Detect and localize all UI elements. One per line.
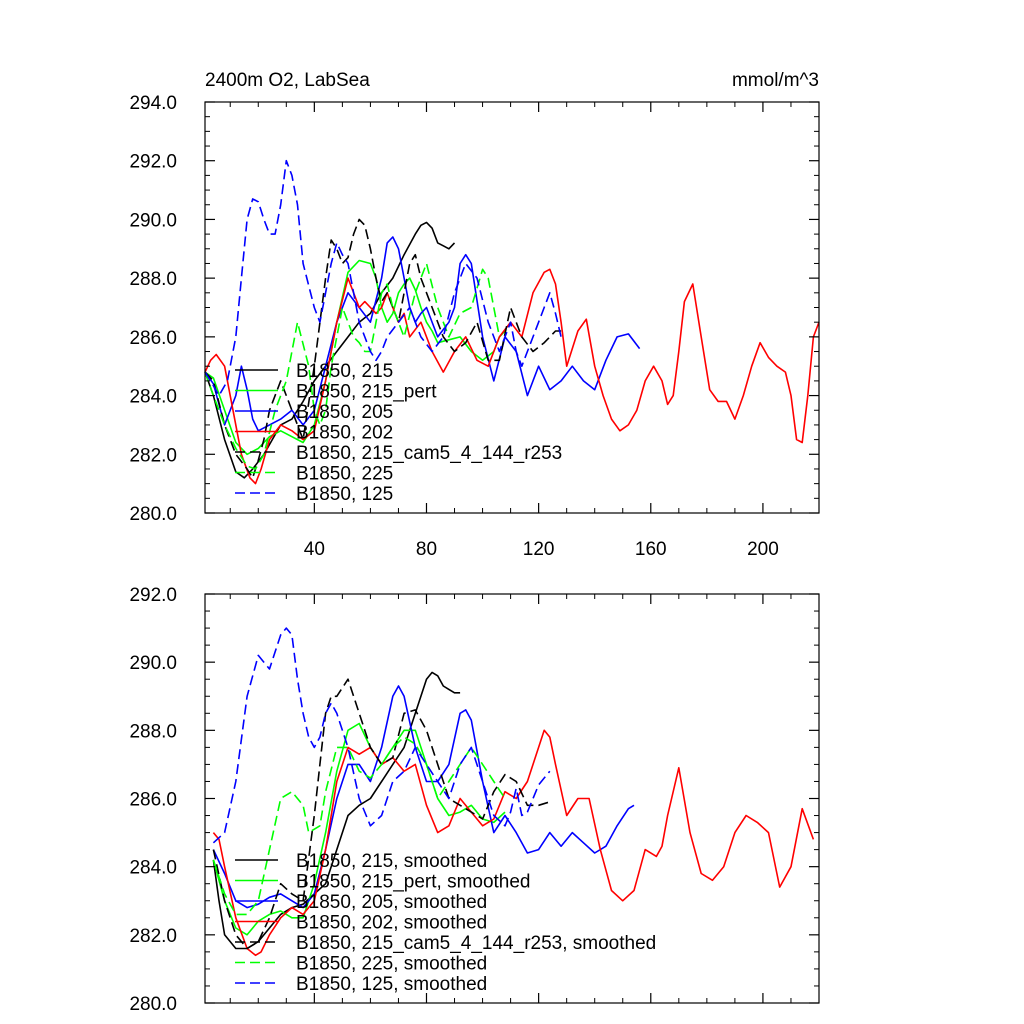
legend-label: B1850, 225 [296, 464, 393, 485]
legend-label: B1850, 205 [296, 402, 393, 423]
legend-label: B1850, 202 [296, 423, 393, 444]
x-tick-label: 80 [416, 539, 437, 560]
series-line-1-2 [212, 685, 635, 909]
y-tick-label: 288.0 [129, 269, 177, 290]
legend-label: B1850, 225, smoothed [296, 954, 487, 975]
y-tick-label: 290.0 [129, 653, 177, 674]
legend-label: B1850, 215_pert [296, 382, 437, 403]
y-tick-label: 292.0 [129, 152, 177, 173]
y-tick-label: 286.0 [129, 328, 177, 349]
figure-units: mmol/m^3 [732, 70, 819, 91]
y-tick-label: 280.0 [129, 504, 177, 525]
series-line-1-1 [212, 722, 506, 936]
y-tick-label: 280.0 [129, 994, 177, 1015]
x-tick-label: 200 [747, 539, 779, 560]
legend-label: B1850, 215_cam5_4_144_r253 [296, 443, 562, 464]
y-tick-label: 284.0 [129, 858, 177, 879]
top-panel: 280.0 282.0 284.0 286.0 288.0 290.0 292.0 294.0… [129, 93, 820, 560]
legend-label: B1850, 215_pert, smoothed [296, 872, 531, 893]
y-tick-label: 294.0 [129, 93, 177, 114]
legend-label: B1850, 202, smoothed [296, 913, 487, 934]
legend-label: B1850, 215 [296, 361, 393, 382]
series-line-0-3 [204, 268, 820, 485]
y-tick-label: 286.0 [129, 790, 177, 811]
y-tick-label: 290.0 [129, 210, 177, 231]
legend-label: B1850, 205, smoothed [296, 892, 487, 913]
series-line-0-5 [204, 262, 501, 470]
y-tick-label: 292.0 [129, 585, 177, 606]
legend-label: B1850, 125 [296, 484, 393, 505]
series-line-0-2 [204, 236, 641, 432]
x-tick-label: 120 [523, 539, 555, 560]
y-tick-label: 284.0 [129, 387, 177, 408]
legend-label: B1850, 215_cam5_4_144_r253, smoothed [296, 933, 656, 954]
figure-title: 2400m O2, LabSea [205, 70, 370, 91]
legend-label: B1850, 125, smoothed [296, 974, 487, 995]
x-tick-label: 40 [304, 539, 325, 560]
series-line-0-4 [204, 218, 562, 479]
legend-label: B1850, 215, smoothed [296, 851, 487, 872]
bottom-panel: 280.0 282.0 284.0 286.0 288.0 290.0 292.0 B1850… [129, 585, 820, 1015]
y-tick-label: 288.0 [129, 721, 177, 742]
x-tick-label: 160 [635, 539, 667, 560]
series-line-1-5 [212, 736, 506, 916]
series-line-1-4 [212, 678, 551, 950]
y-tick-label: 282.0 [129, 445, 177, 466]
y-tick-label: 282.0 [129, 926, 177, 947]
series-line-1-6 [212, 627, 551, 844]
series-line-1-3 [212, 729, 815, 957]
series-line-0-6 [204, 159, 562, 397]
